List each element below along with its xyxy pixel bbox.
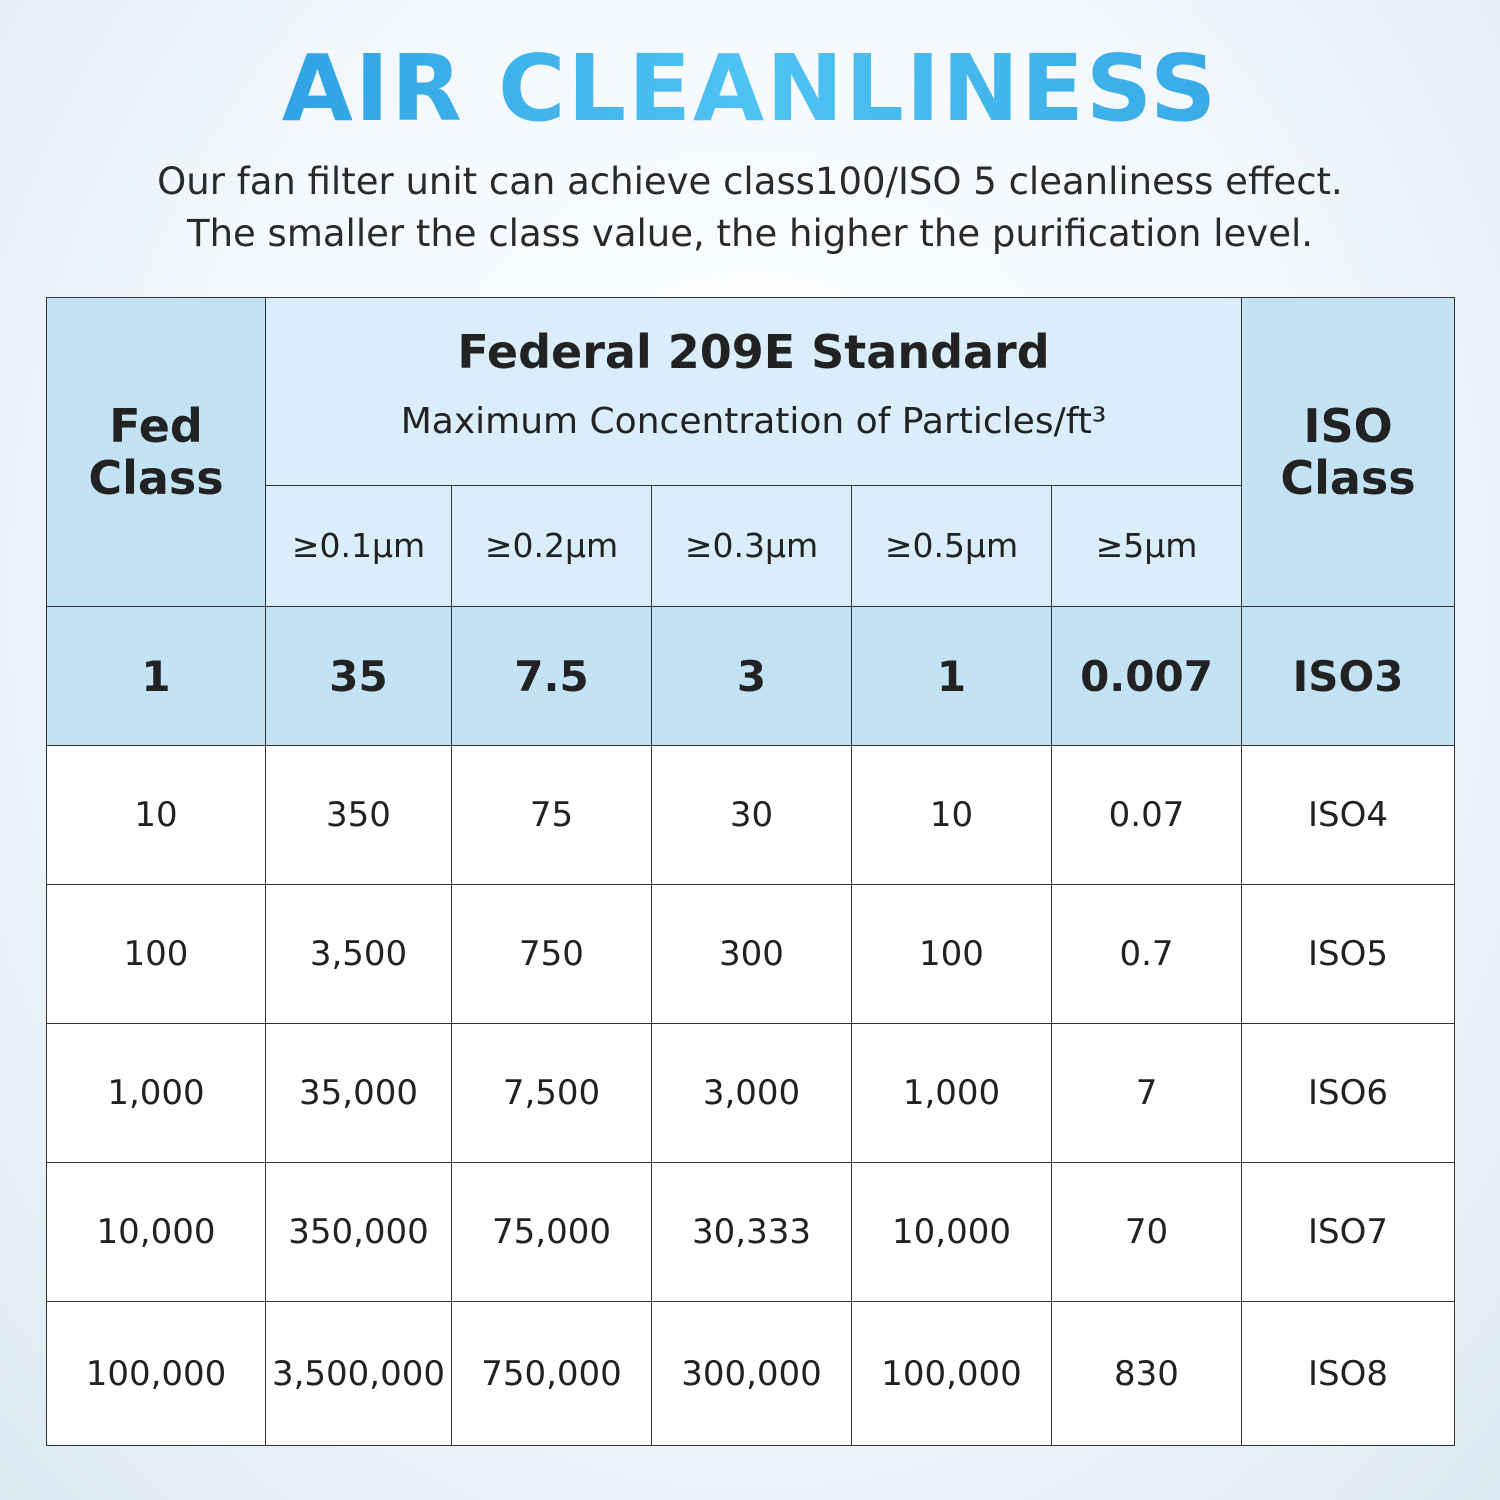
table-cell: 0.007	[1050, 606, 1243, 746]
table-cell: 70	[1050, 1162, 1243, 1302]
title: AIR CLEANLINESS	[0, 35, 1500, 142]
table-cell: 30	[651, 745, 852, 885]
table-cell: 3,500,000	[265, 1301, 452, 1446]
table-cell: ISO8	[1241, 1301, 1456, 1446]
table-cell: 10,000	[46, 1162, 266, 1302]
table-cell: ISO5	[1241, 884, 1456, 1024]
column-header: ≥0.3μm	[651, 485, 852, 607]
table-cell: 75	[451, 745, 652, 885]
table-cell: ISO7	[1241, 1162, 1456, 1302]
table-cell: 75,000	[451, 1162, 652, 1302]
table-cell: 830	[1050, 1301, 1243, 1446]
table-cell: 350,000	[265, 1162, 452, 1302]
table-cell: 0.7	[1050, 884, 1243, 1024]
table-cell: 300	[651, 884, 852, 1024]
table-cell: 7	[1050, 1023, 1243, 1163]
table-cell: 7,500	[451, 1023, 652, 1163]
subtitle: The smaller the class value, the higher …	[186, 212, 1314, 255]
table-cell: 7.5	[451, 606, 652, 746]
cleanliness-table: Fed Class Federal 209E Standard Maximum …	[46, 297, 1456, 1446]
table-cell: 300,000	[651, 1301, 852, 1446]
table-cell: 750	[451, 884, 652, 1024]
column-header: ≥0.1μm	[265, 485, 452, 607]
subtitle: Our fan filter unit can achieve class100…	[157, 160, 1343, 203]
table-cell: 1,000	[851, 1023, 1052, 1163]
table-cell: 100,000	[851, 1301, 1052, 1446]
table-row: 10 350 75 30 10 0.07 ISO4	[46, 745, 1456, 885]
table-cell: 3,500	[265, 884, 452, 1024]
fed-class-header: Fed Class	[46, 297, 266, 607]
group-title: Federal 209E Standard	[457, 324, 1050, 379]
table-row: 100 3,500 750 300 100 0.7 ISO5	[46, 884, 1456, 1024]
table-cell: 100,000	[46, 1301, 266, 1446]
table-cell: 1	[46, 606, 266, 746]
table-cell: 750,000	[451, 1301, 652, 1446]
table-cell: 1,000	[46, 1023, 266, 1163]
column-header: ≥0.5μm	[851, 485, 1052, 607]
table-cell: 35,000	[265, 1023, 452, 1163]
table-cell: 35	[265, 606, 452, 746]
table-cell: 3	[651, 606, 852, 746]
table-cell: 30,333	[651, 1162, 852, 1302]
table-row: 10,000 350,000 75,000 30,333 10,000 70 ISO7	[46, 1162, 1456, 1302]
table-cell: 0.07	[1050, 745, 1243, 885]
group-header: Federal 209E Standard Maximum Concentrat…	[264, 297, 1243, 486]
table-cell: 350	[265, 745, 452, 885]
table-cell: 1	[851, 606, 1052, 746]
table-cell: 3,000	[651, 1023, 852, 1163]
table-cell: 10	[851, 745, 1052, 885]
iso-class-header: ISO Class	[1241, 297, 1456, 607]
table-row: 1,000 35,000 7,500 3,000 1,000 7 ISO6	[46, 1023, 1456, 1163]
table-cell: 100	[46, 884, 266, 1024]
table-cell: 100	[851, 884, 1052, 1024]
group-subtitle: Maximum Concentration of Particles/ft³	[400, 400, 1107, 442]
column-header: ≥5μm	[1050, 485, 1243, 607]
table-cell: ISO4	[1241, 745, 1456, 885]
table-cell: 10	[46, 745, 266, 885]
column-header: ≥0.2μm	[451, 485, 652, 607]
table-row: 100,000 3,500,000 750,000 300,000 100,000 830…	[46, 1301, 1456, 1446]
table-cell: ISO6	[1241, 1023, 1456, 1163]
table-cell: ISO3	[1241, 606, 1456, 746]
table-cell: 10,000	[851, 1162, 1052, 1302]
table-row: 1 35 7.5 3 1 0.007 ISO3	[46, 606, 1456, 746]
